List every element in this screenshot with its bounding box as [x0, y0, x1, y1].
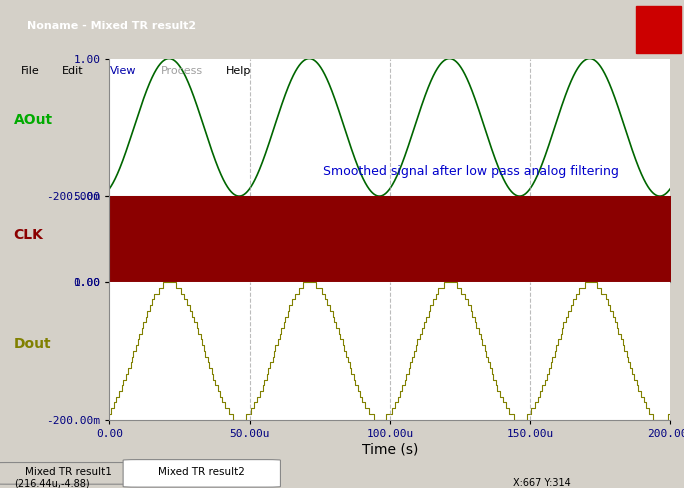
Text: X: X: [655, 21, 663, 31]
Bar: [636, 6, 681, 53]
Text: X:667 Y:314: X:667 Y:314: [513, 478, 570, 488]
Text: AOut: AOut: [14, 114, 53, 127]
Text: Mixed TR result1: Mixed TR result1: [25, 467, 112, 477]
Text: CLK: CLK: [14, 228, 44, 242]
FancyBboxPatch shape: [0, 463, 144, 484]
Text: Mixed TR result2: Mixed TR result2: [158, 467, 246, 477]
Text: (216.44u,-4.88): (216.44u,-4.88): [14, 478, 90, 488]
Text: Help: Help: [226, 66, 251, 76]
Bar: [588, 6, 633, 53]
Text: Edit: Edit: [62, 66, 83, 76]
Text: Dout: Dout: [14, 337, 51, 351]
Text: Time (s): Time (s): [362, 443, 418, 457]
Text: View: View: [109, 66, 136, 76]
Text: Process: Process: [161, 66, 203, 76]
FancyBboxPatch shape: [123, 460, 280, 487]
Text: Smoothed signal after low pass analog filtering: Smoothed signal after low pass analog fi…: [323, 165, 618, 179]
Text: Noname - Mixed TR result2: Noname - Mixed TR result2: [27, 21, 196, 31]
Text: File: File: [21, 66, 39, 76]
Bar: [540, 6, 585, 53]
